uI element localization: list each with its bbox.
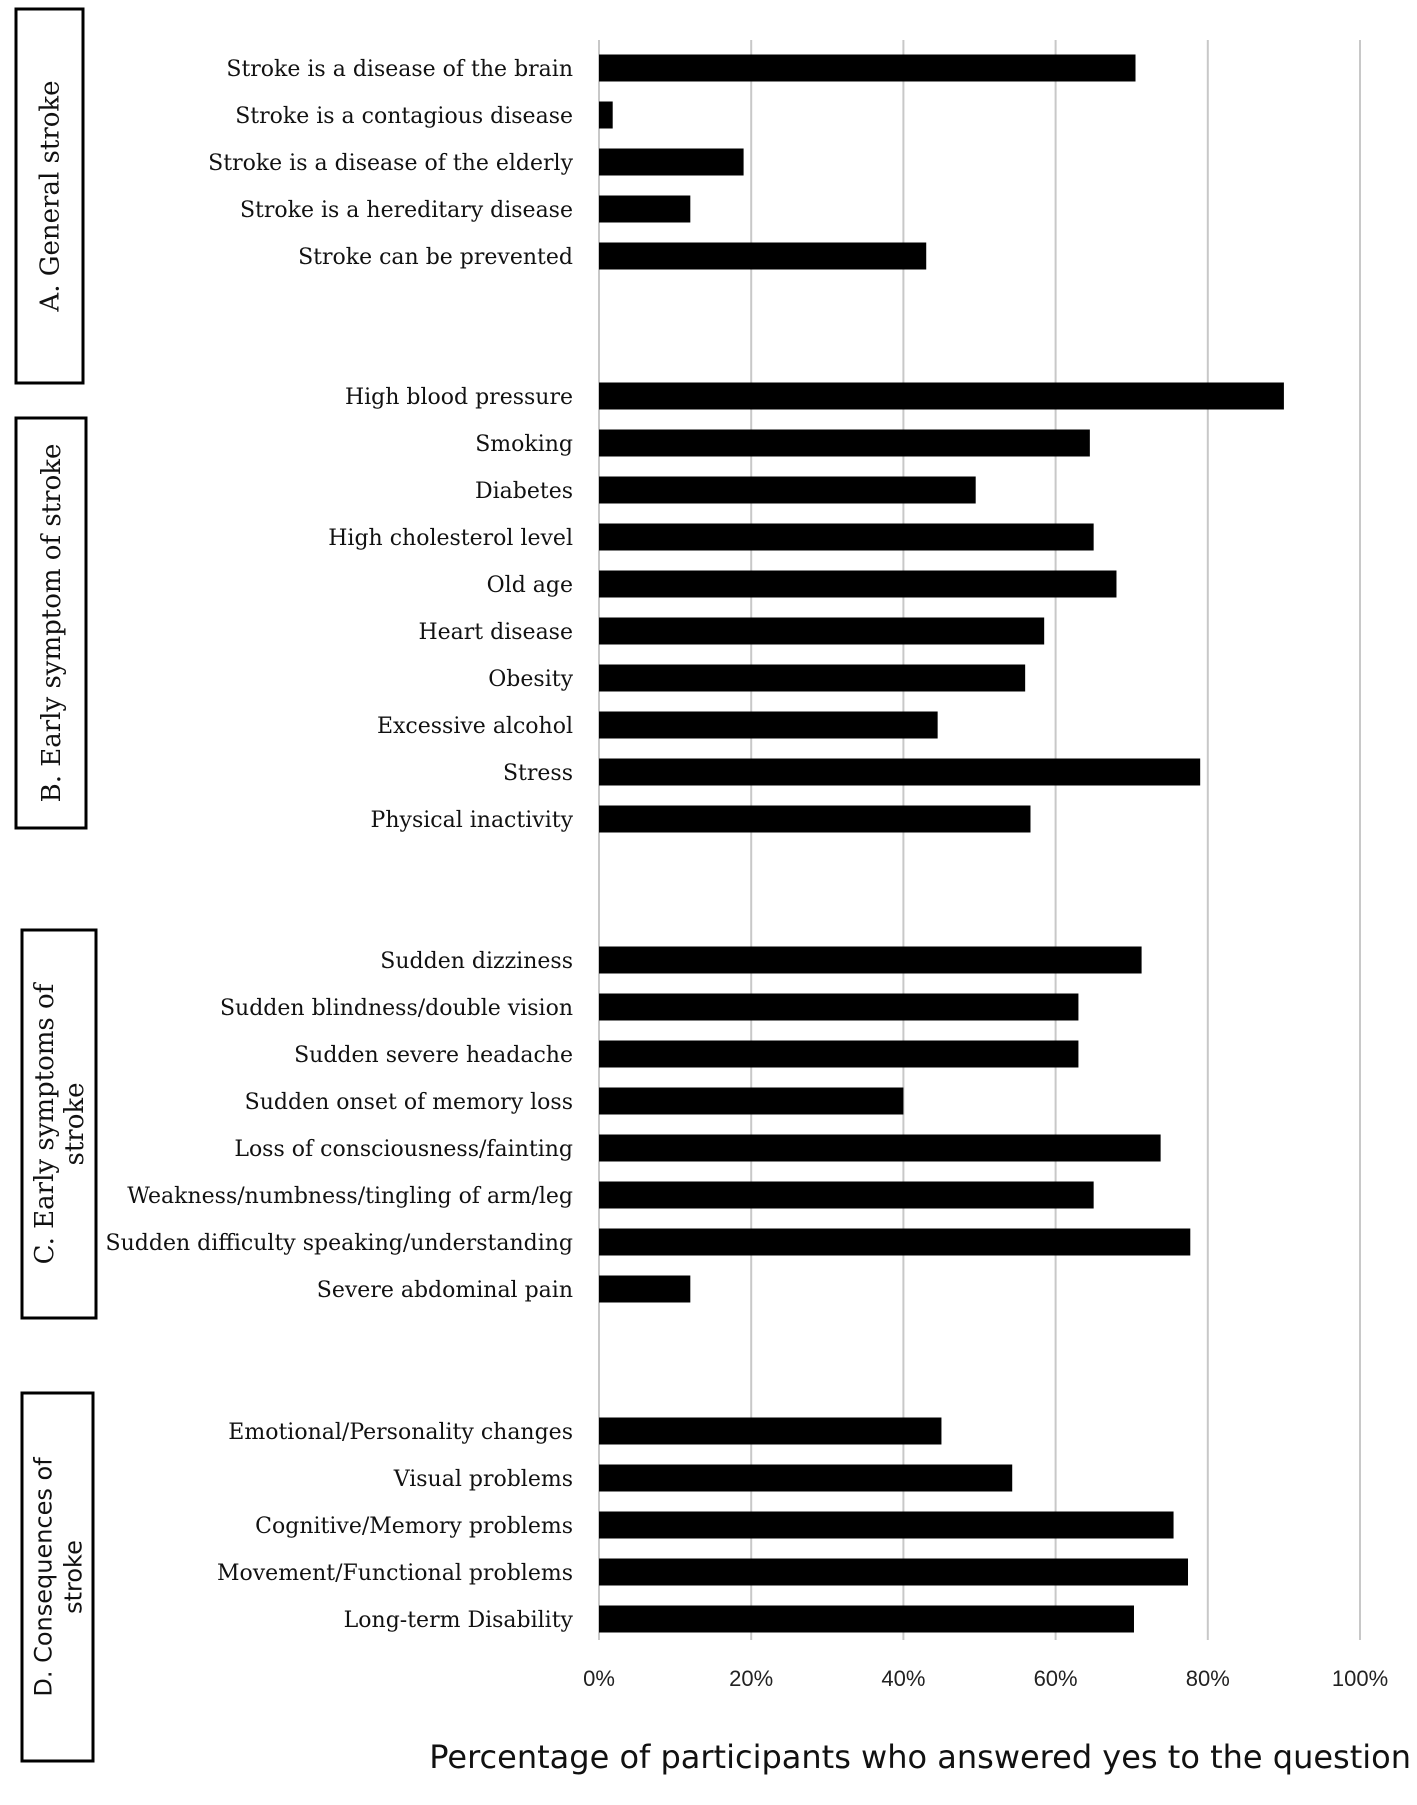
bar [599,570,1117,598]
x-axis-title: Percentage of participants who answered … [429,1738,1411,1776]
bar [599,148,744,176]
category-label: Sudden dizziness [380,949,573,974]
bar [599,1275,691,1303]
category-label: Obesity [488,667,573,692]
category-label: Stress [503,761,573,786]
bar [599,993,1079,1021]
category-label: Stroke is a disease of the elderly [208,151,573,176]
bar [599,946,1142,974]
x-tick-label: 80% [1186,1666,1230,1691]
group-label-box [20,928,98,1320]
x-tick-label: 60% [1034,1666,1078,1691]
group-label-line: D. Consequences of [30,1457,58,1697]
bar [599,1605,1134,1633]
category-label: Heart disease [418,620,573,645]
group-label-box [20,1391,95,1763]
category-label: Cognitive/Memory problems [255,1514,573,1539]
category-label: Sudden onset of memory loss [245,1090,573,1115]
bar [599,1558,1189,1586]
group-label-line: stroke [60,1082,90,1165]
x-tick-label: 0% [583,1666,615,1691]
bar [599,195,691,223]
category-label: Weakness/numbness/tingling of arm/leg [127,1184,573,1209]
bar [599,1181,1094,1209]
group-label-line: C. Early symptoms of [30,981,60,1264]
category-label: High blood pressure [345,385,573,410]
bar [599,523,1094,551]
x-tick-label: 100% [1332,1666,1388,1691]
category-label: Loss of consciousness/fainting [234,1137,573,1162]
group-label-line: B. Early symptom of stroke [37,444,67,803]
category-label: Long-term Disability [344,1608,574,1633]
category-label: Visual problems [393,1467,573,1492]
group-labels: A. General stroke B. Early symptom of str… [14,7,98,1763]
x-axis-ticks: 0% 20% 40% 60% 80% 100% [583,1666,1388,1691]
category-label: Excessive alcohol [377,714,573,739]
category-label: Stroke is a disease of the brain [226,57,573,82]
bar [599,805,1031,833]
group-label-box [14,416,88,830]
category-labels: Stroke is a disease of the brain Stroke i… [106,57,574,1633]
bar [599,1228,1191,1256]
category-label: Severe abdominal pain [317,1278,573,1303]
category-label: Sudden severe headache [294,1043,573,1068]
category-label: Smoking [475,432,573,457]
category-label: Stroke is a hereditary disease [240,198,573,223]
group-label: D. Consequences ofstroke [30,1457,88,1697]
bar [599,101,613,129]
bar [599,429,1090,457]
bar [599,758,1201,786]
category-label: Stroke can be prevented [298,245,573,270]
group-label: B. Early symptom of stroke [37,444,67,803]
bar [599,1134,1161,1162]
bar [599,476,976,504]
bar [599,242,927,270]
category-label: Stroke is a contagious disease [235,104,573,129]
bar [599,711,938,739]
bars [599,54,1284,1633]
group-label: A. General stroke [36,80,66,312]
category-label: Sudden difficulty speaking/understanding [106,1231,573,1256]
category-label: Physical inactivity [371,808,574,833]
category-label: Sudden blindness/double vision [220,996,573,1021]
gridlines [598,40,1361,1640]
bar [599,1087,904,1115]
bar [599,1464,1013,1492]
bar [599,382,1284,410]
group-label-line: A. General stroke [36,80,66,312]
x-tick-label: 20% [729,1666,773,1691]
bar [599,54,1136,82]
group-label: C. Early symptoms ofstroke [30,981,90,1264]
bar [599,1511,1174,1539]
bar [599,1417,942,1445]
category-label: Movement/Functional problems [217,1561,573,1586]
category-label: High cholesterol level [328,526,573,551]
bar [599,1040,1079,1068]
bar [599,617,1045,645]
category-label: Emotional/Personality changes [228,1420,573,1445]
group-label-line: stroke [60,1540,88,1614]
group-label-box [14,7,85,385]
bar [599,664,1026,692]
x-tick-label: 40% [881,1666,925,1691]
category-label: Diabetes [475,479,573,504]
category-label: Old age [487,573,573,598]
